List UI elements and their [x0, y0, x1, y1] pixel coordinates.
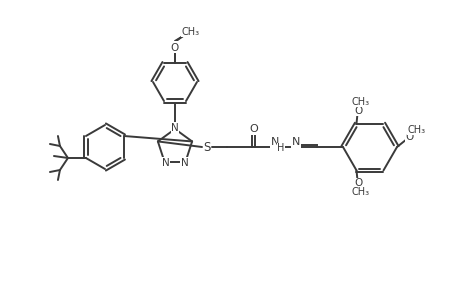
Text: O: O	[353, 106, 362, 116]
Text: H: H	[277, 143, 284, 153]
Text: N: N	[180, 158, 188, 168]
Text: CH₃: CH₃	[351, 188, 369, 197]
Text: CH₃: CH₃	[407, 125, 425, 135]
Text: CH₃: CH₃	[184, 26, 202, 36]
Text: CH₃: CH₃	[351, 97, 369, 106]
Text: N: N	[291, 137, 300, 147]
Text: O: O	[405, 132, 413, 142]
Text: O: O	[170, 43, 179, 53]
Text: S: S	[203, 140, 210, 154]
Text: N: N	[171, 123, 179, 133]
Text: CH₃: CH₃	[182, 27, 200, 37]
Text: O: O	[353, 178, 362, 188]
Text: O: O	[170, 42, 179, 52]
Text: N: N	[161, 158, 169, 168]
Text: N: N	[270, 137, 279, 147]
Text: O: O	[249, 124, 257, 134]
